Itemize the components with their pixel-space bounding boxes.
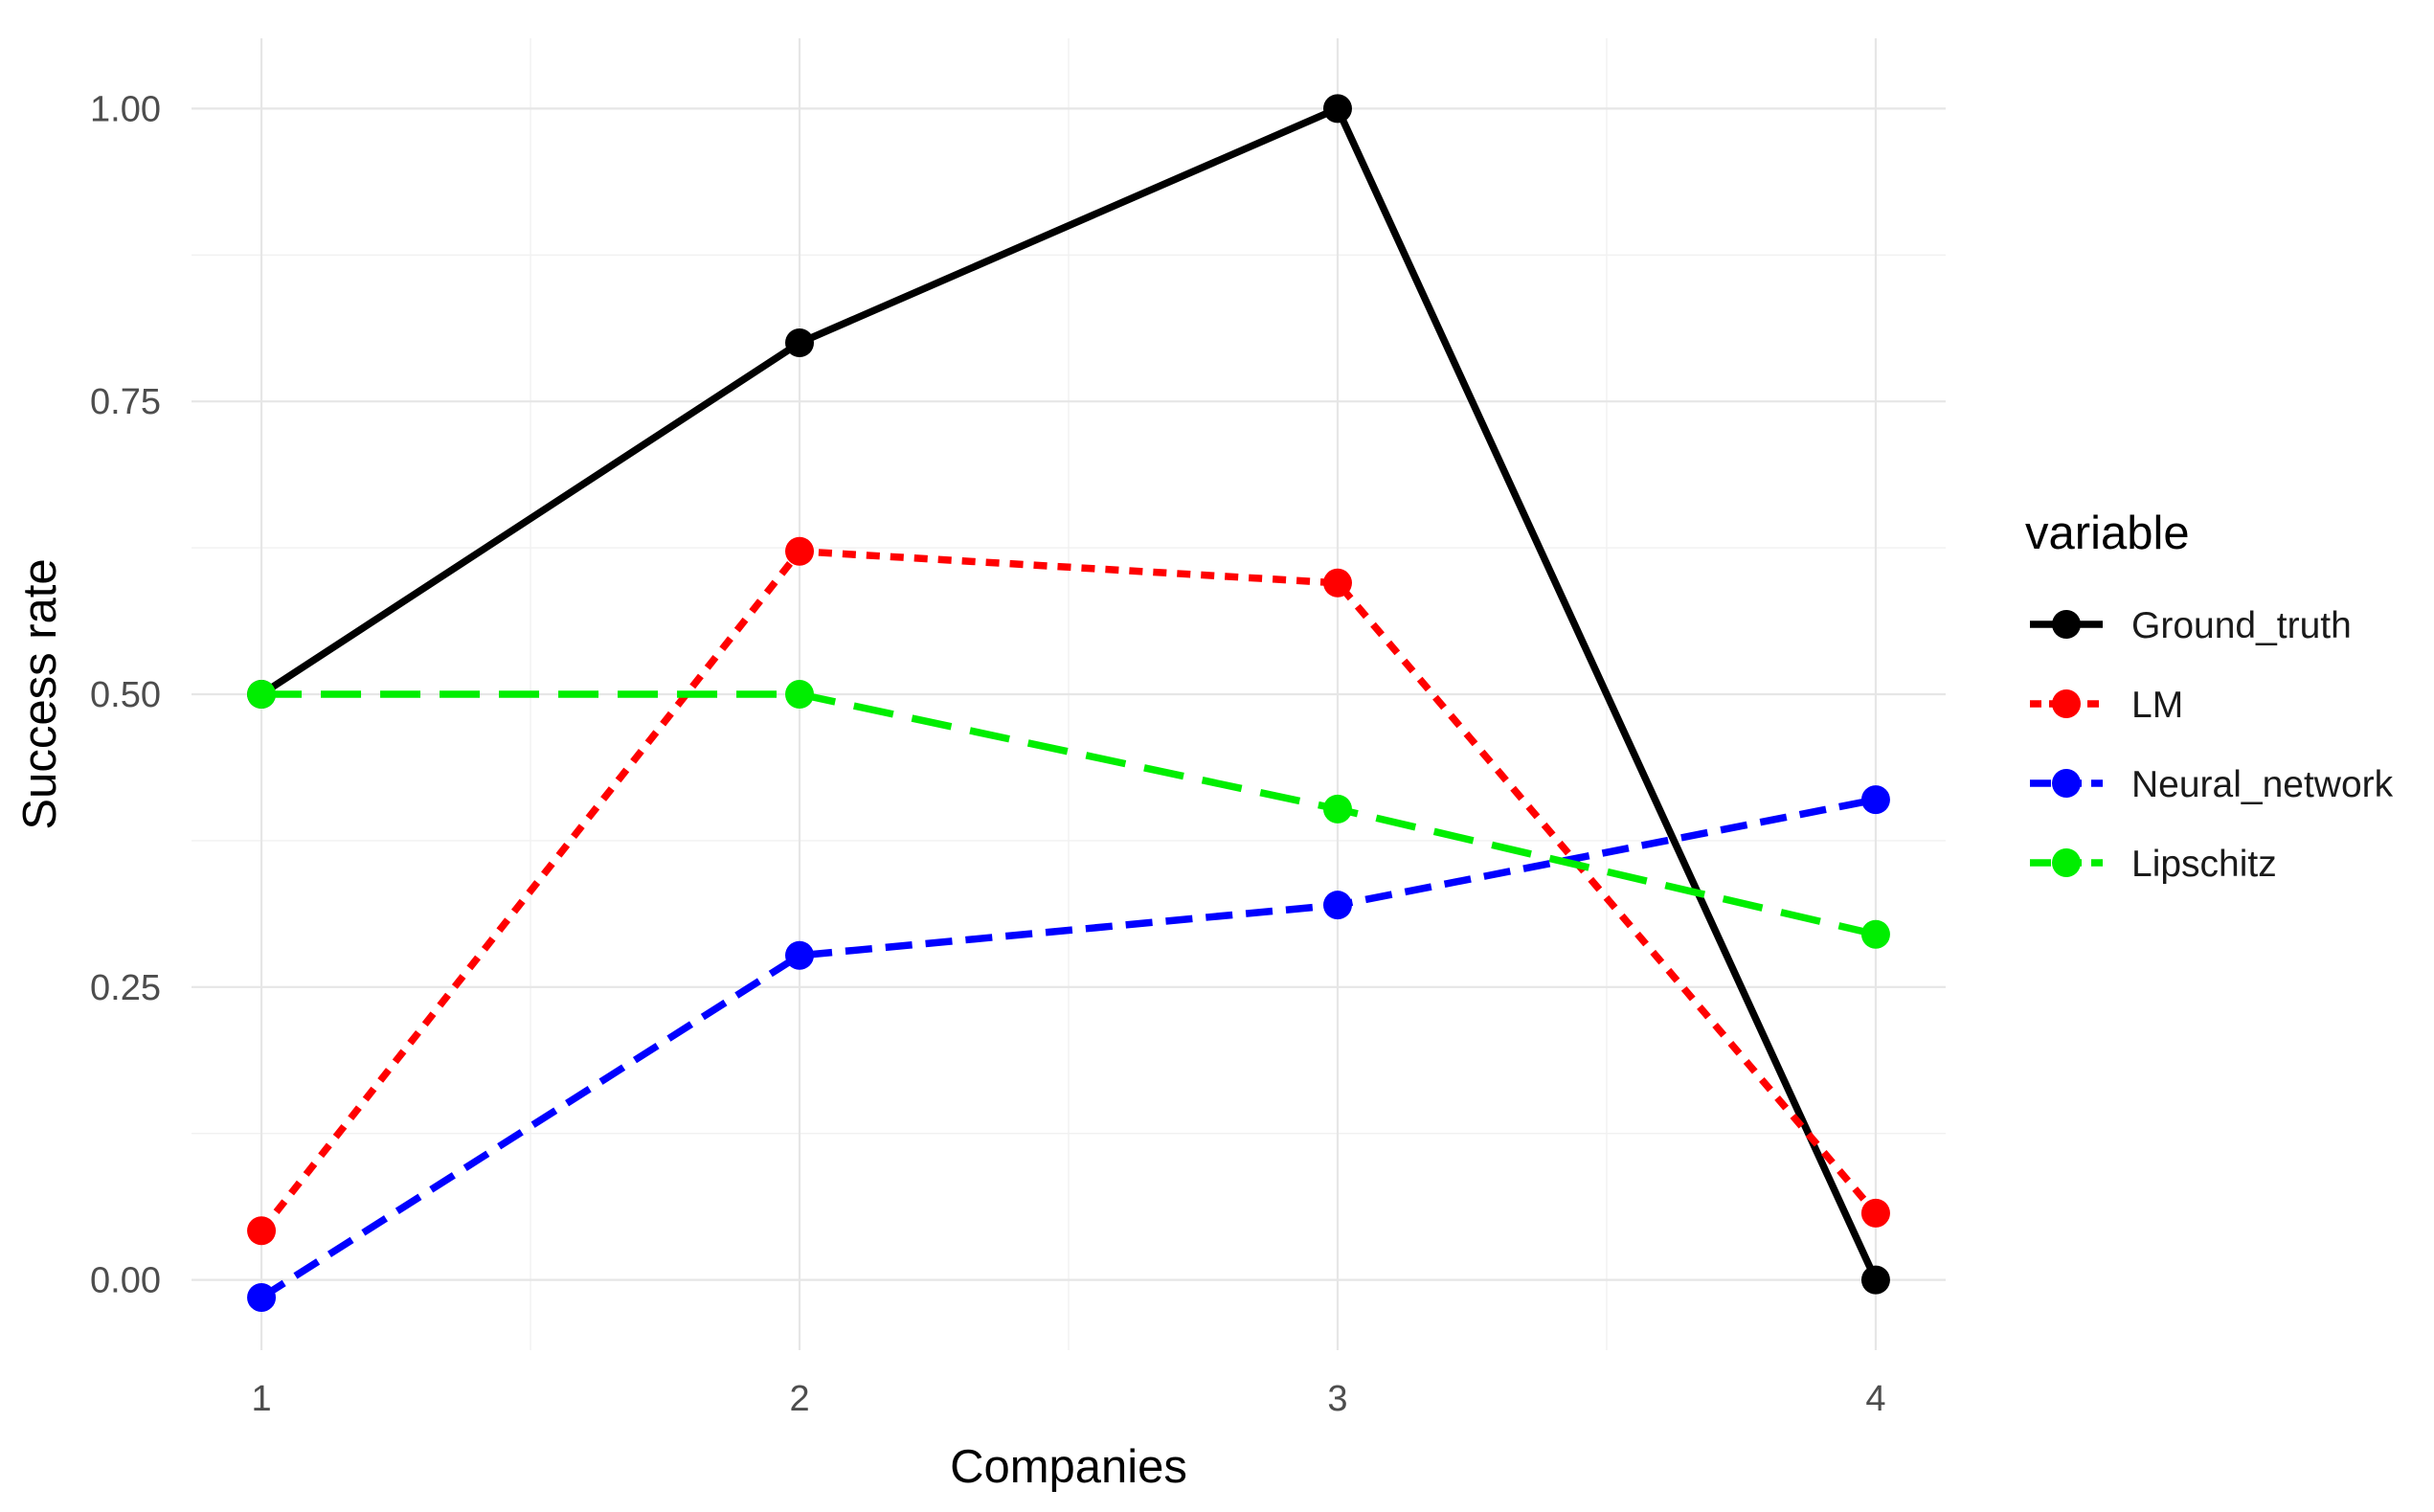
y-tick-label: 0.50 [90,675,161,715]
data-point [247,680,277,709]
legend-label: Lipschitz [2131,844,2277,885]
data-point [247,1216,277,1246]
data-point [1860,1265,1890,1295]
legend-label: LM [2131,685,2183,726]
legend-key-point [2052,610,2081,639]
y-tick-label: 0.00 [90,1261,161,1301]
y-tick-label: 0.25 [90,968,161,1008]
legend-key-point [2052,848,2081,877]
data-point [785,536,815,566]
x-tick-label: 4 [1865,1379,1885,1419]
series-line [259,548,1879,1233]
data-point [1322,794,1352,824]
series-line [259,104,1880,1282]
legend-item: Lipschitz [2030,844,2277,885]
legend-label: Neural_network [2131,764,2394,805]
legend-key-point [2052,689,2081,718]
axis-ticks: 0.00 0.25 0.50 0.75 1.00 1 2 3 4 [90,89,1885,1419]
x-tick-label: 2 [789,1379,809,1419]
data-point [785,328,815,358]
x-axis-title: Companies [950,1441,1187,1493]
series-line [261,690,1877,938]
data-point [1322,568,1352,598]
legend-title: variable [2025,508,2190,559]
y-tick-label: 1.00 [90,89,161,129]
legend-key-point [2052,769,2081,798]
data-point [1322,94,1352,124]
legend-item: Ground_truth [2030,605,2352,646]
y-tick-label: 0.75 [90,382,161,422]
legend-item: LM [2030,685,2183,726]
series-lipschitz [247,680,1890,949]
y-axis-title: Success rate [14,558,66,829]
series [247,94,1890,1312]
data-point [785,940,815,970]
series-neural-network [247,785,1890,1312]
data-point [1860,785,1890,815]
data-point [247,1282,277,1312]
series-line [259,796,1877,1301]
legend-label: Ground_truth [2131,605,2352,646]
data-point [1322,891,1352,920]
series-lm [247,536,1890,1246]
data-point [1860,919,1890,949]
x-tick-label: 1 [251,1379,271,1419]
data-point [1860,1198,1890,1228]
legend: variable Ground_truth LM Neural_network Lip… [2025,508,2394,885]
legend-item: Neural_network [2030,764,2394,805]
data-point [785,680,815,709]
x-tick-label: 3 [1327,1379,1347,1419]
